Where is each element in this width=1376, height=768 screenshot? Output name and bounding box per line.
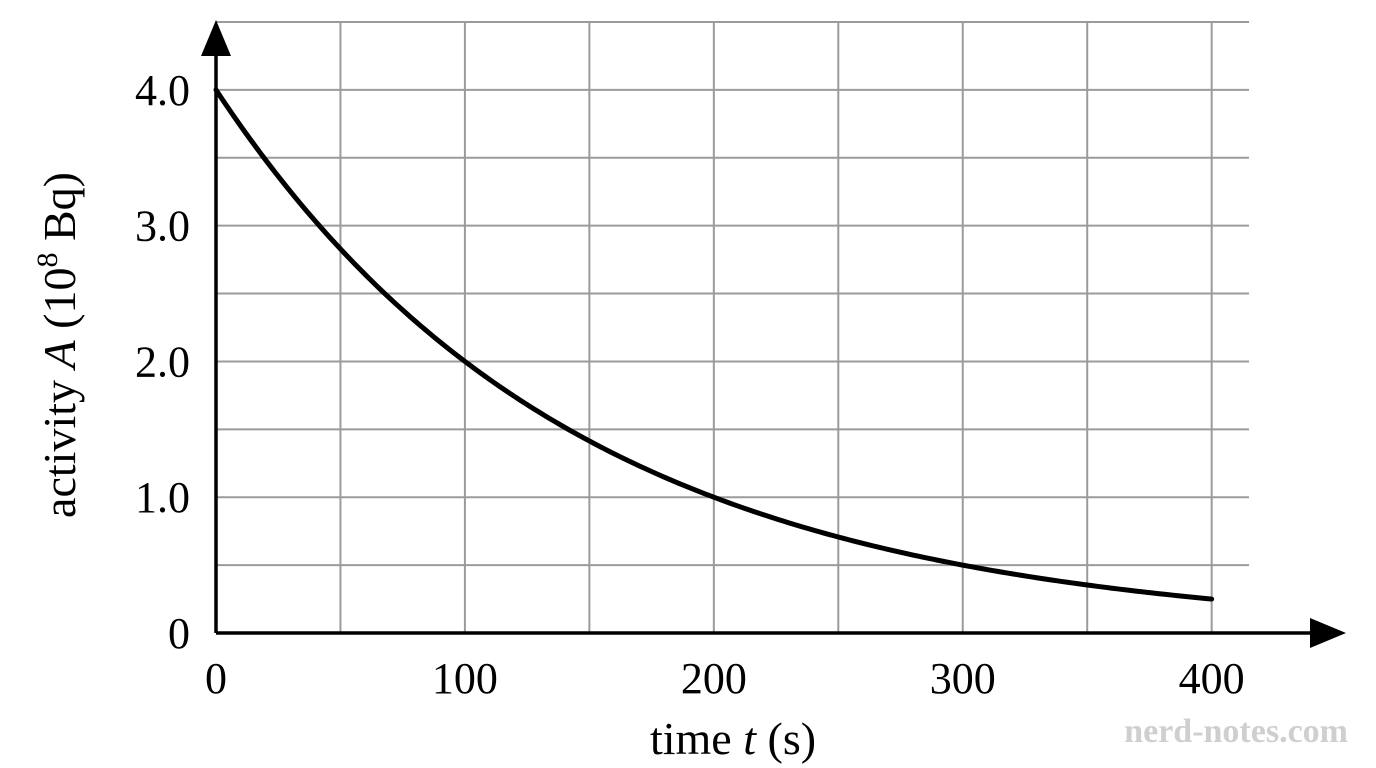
x-tick-label: 0	[205, 654, 227, 703]
x-tick-label: 100	[432, 654, 498, 703]
y-tick-label: 1.0	[135, 473, 190, 522]
x-axis-arrow-icon	[1310, 618, 1346, 648]
y-tick-label: 3.0	[135, 202, 190, 251]
grid	[215, 21, 1249, 634]
watermark-text: nerd-notes.com	[1124, 713, 1348, 750]
y-axis-title: activity A (108 Bq)	[31, 172, 85, 518]
x-tick-label: 300	[930, 654, 996, 703]
y-axis-arrow-icon	[201, 20, 231, 56]
y-tick-labels: 0 1.0 2.0 3.0 4.0	[135, 66, 190, 658]
activity-curve	[213, 87, 1215, 602]
x-tick-label: 200	[681, 654, 747, 703]
x-tick-label: 400	[1179, 654, 1245, 703]
y-tick-label: 4.0	[135, 66, 190, 115]
y-tick-label: 0	[168, 609, 190, 658]
x-axis-title: time t (s)	[650, 713, 816, 764]
x-tick-labels: 0 100 200 300 400	[205, 654, 1245, 703]
y-tick-label: 2.0	[135, 337, 190, 386]
